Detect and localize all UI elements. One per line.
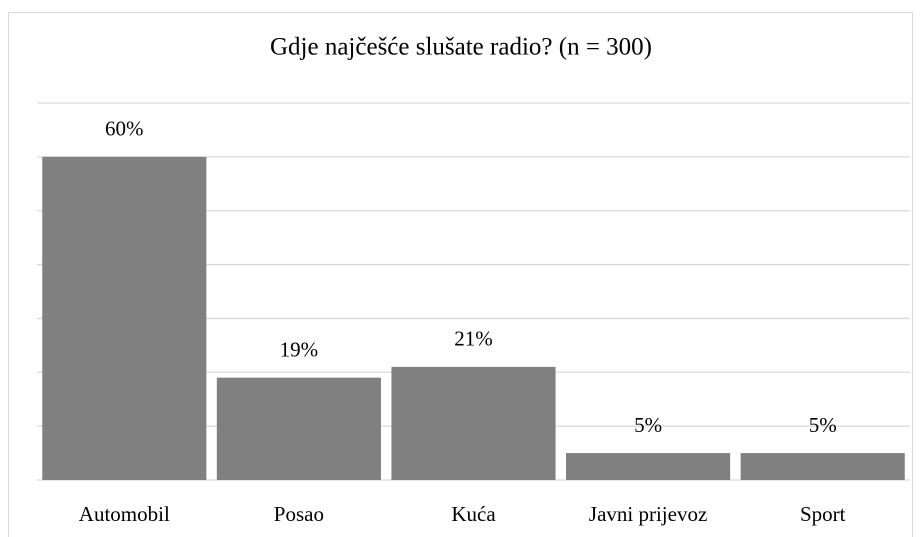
data-label: 60%	[105, 117, 144, 141]
bar	[740, 453, 905, 480]
bar	[566, 453, 731, 480]
bar	[42, 156, 207, 480]
data-label: 21%	[454, 327, 493, 351]
data-label: 5%	[634, 413, 662, 437]
x-tick-label: Automobil	[79, 502, 170, 526]
x-tick-label: Javni prijevoz	[589, 502, 707, 526]
data-label: 5%	[809, 413, 837, 437]
x-tick-label: Posao	[274, 502, 324, 526]
data-label: 19%	[280, 337, 319, 361]
bar	[216, 377, 381, 480]
x-tick-label: Sport	[800, 502, 846, 526]
chart-title: Gdje najčešće slušate radio? (n = 300)	[270, 34, 652, 61]
x-tick-label: Kuća	[451, 502, 496, 526]
bar	[391, 366, 556, 480]
